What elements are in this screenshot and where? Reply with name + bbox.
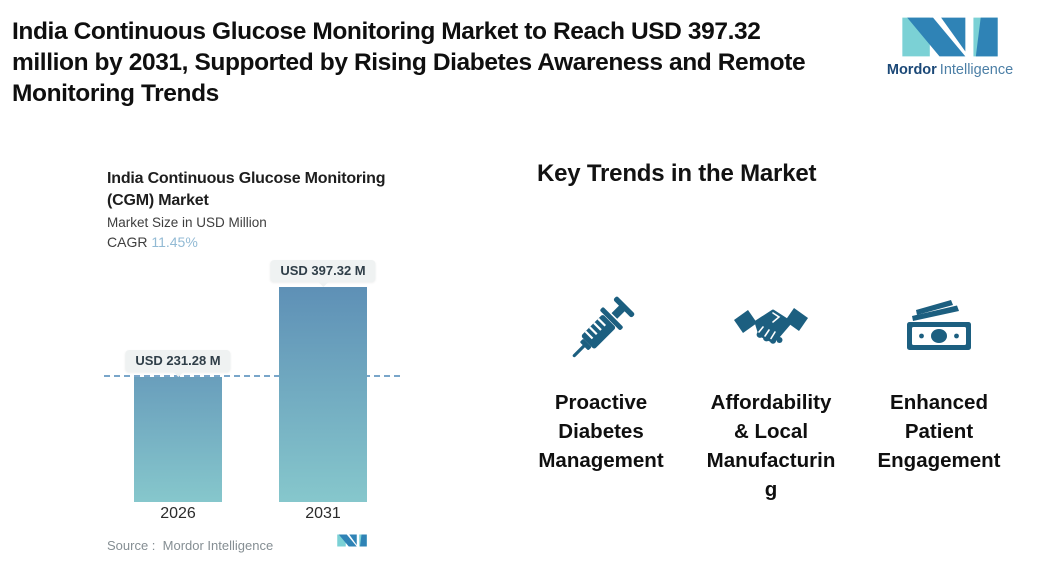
brand-logo: Mordor Intelligence [887,16,1013,78]
cagr-value: 11.45% [151,234,198,250]
reference-dashed-line [104,375,400,377]
brand-name-light: Intelligence [939,62,1014,78]
trend-caption-proactive-diabetes-management: Proactive Diabetes Management [538,391,664,472]
brand-name: Mordor Intelligence [887,62,1013,78]
page-title: India Continuous Glucose Monitoring Mark… [12,18,806,107]
trend-caption-enhanced-patient-engagement: Enhanced Patient Engagement [877,391,1001,472]
trend-caption-affordability-local-manufacturing: Affordability & Local Manufacturin g [706,391,836,501]
chart-bar-2026 [134,377,222,502]
value-badge-2031-label: USD 397.32 M [280,263,366,278]
x-axis-label-2026: 2026 [160,505,196,522]
syringe-icon [572,296,635,358]
trends-heading: Key Trends in the Market [537,160,817,187]
chart-subtitle: Market Size in USD Million [107,215,267,230]
source-note: Source : Mordor Intelligence [107,538,274,553]
chart-cagr: CAGR 11.45% [107,234,198,250]
chart-title: India Continuous Glucose Monitoring (CGM… [107,170,386,209]
value-badge-2026: USD 231.28 M [125,350,231,372]
handshake-icon [734,308,808,344]
money-icon [907,300,971,350]
value-badge-2031: USD 397.32 M [270,260,376,282]
value-badge-2026-label: USD 231.28 M [135,353,221,368]
brand-name-bold: Mordor [886,62,937,78]
mordor-logo-icon [902,17,998,57]
cagr-label: CAGR [107,234,148,250]
x-axis-label-2031: 2031 [305,505,341,522]
chart-bar-2031 [279,287,367,502]
mordor-logo-small-icon [337,534,367,547]
